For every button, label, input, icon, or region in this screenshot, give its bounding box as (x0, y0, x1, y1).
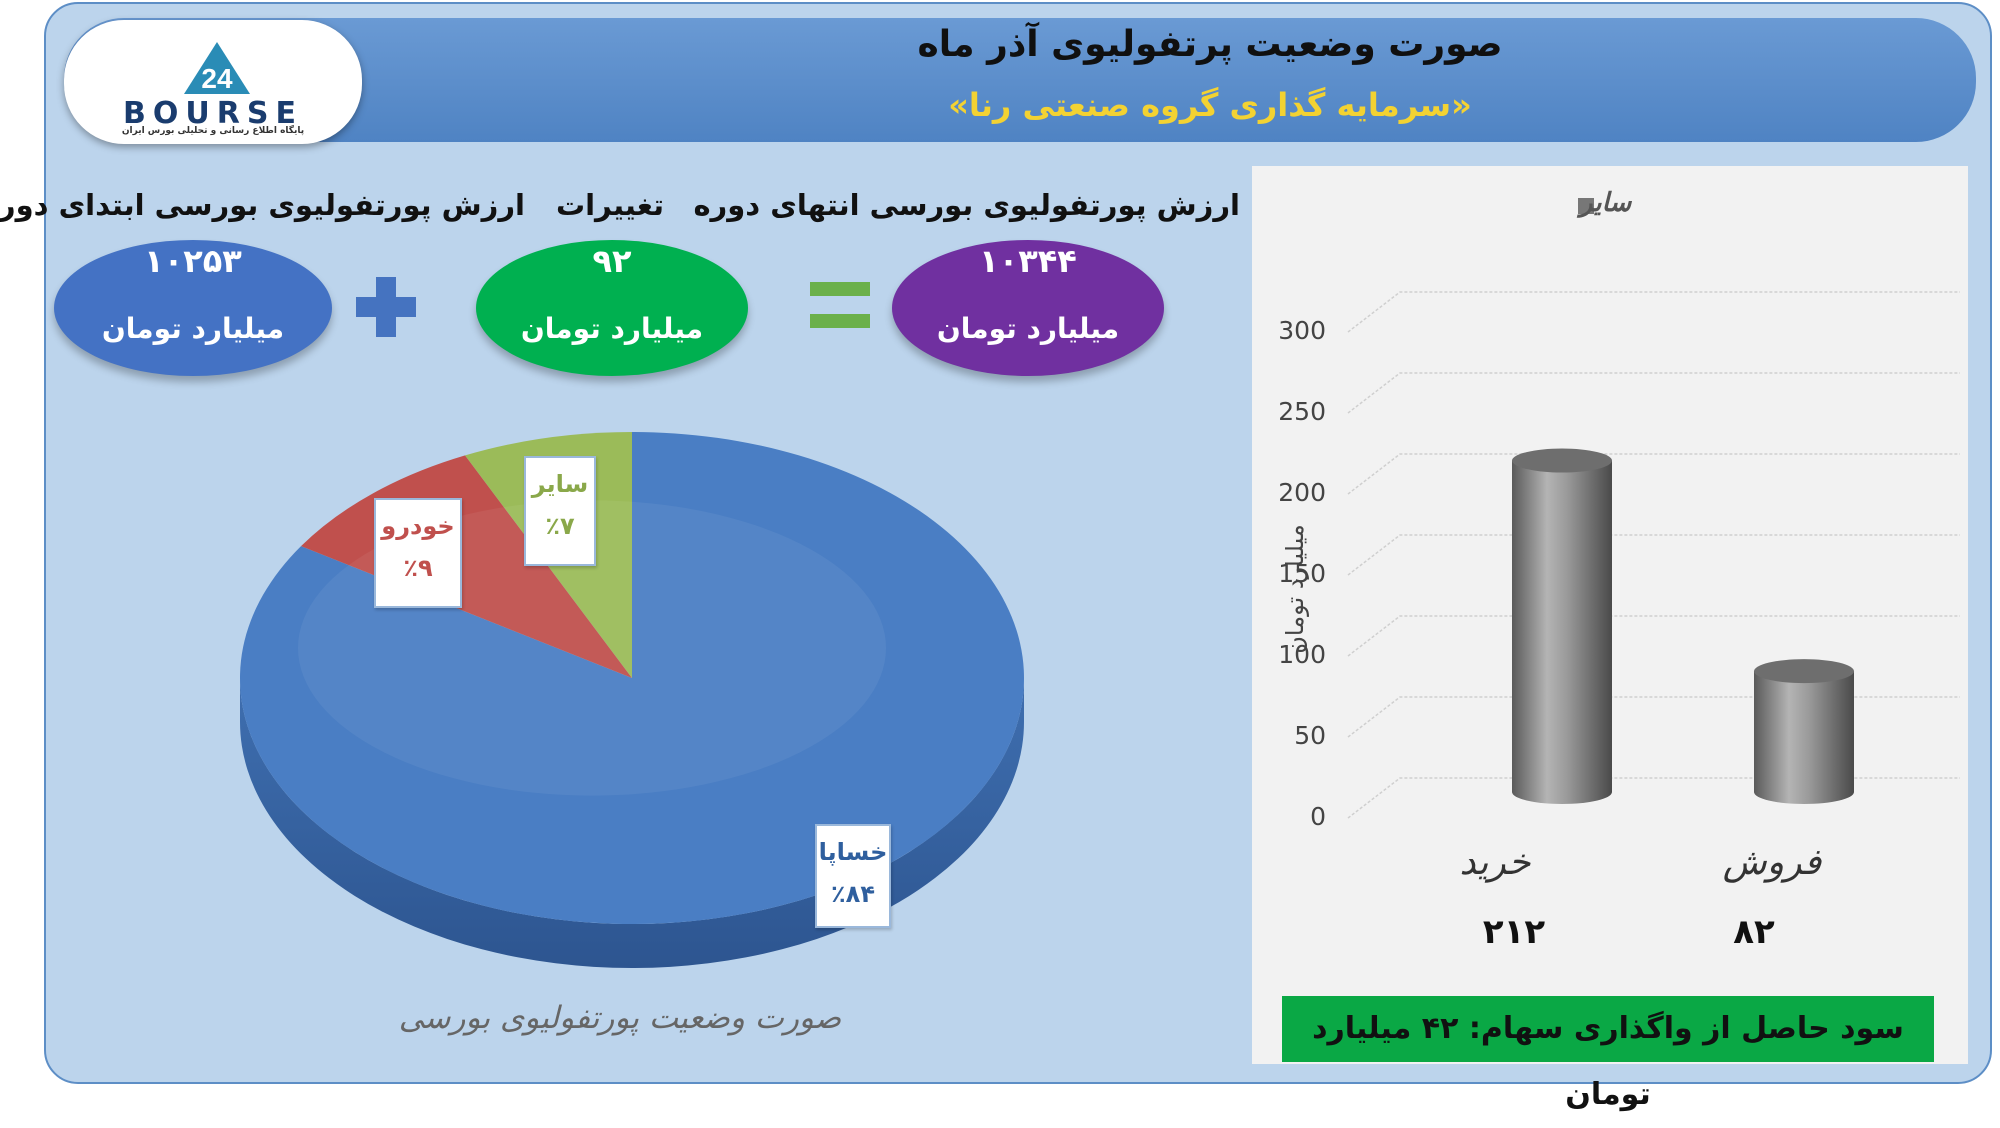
pie-label-khasapa-pct: ٪۸۴ (831, 880, 875, 908)
bar-value-kharid: ۲۱۲ (1482, 912, 1546, 952)
pie-label-sayer: سایر ٪۷ (524, 456, 596, 566)
bar-y-tick: 150 (1278, 559, 1326, 588)
bar-forush (1754, 671, 1854, 804)
pie-label-khasapa: خساپا ٪۸۴ (815, 824, 891, 928)
bar-forush-cap (1754, 659, 1854, 684)
header-banner (64, 18, 1976, 142)
logo-mark-icon: 24 (184, 42, 250, 94)
end-value: ۱۰۳۴۴ (979, 242, 1077, 280)
bar-value-forush: ۸۲ (1733, 912, 1775, 952)
bar-y-tick: 250 (1278, 397, 1326, 426)
bar-y-tick: 0 (1310, 802, 1326, 831)
end-value-unit: میلیارد تومان (936, 312, 1120, 345)
bar-y-tick: 300 (1278, 316, 1326, 345)
equals-icon-lower (810, 314, 870, 328)
bar-kharid-cap (1512, 448, 1612, 473)
pie-label-khodro-name: خودرو (381, 512, 455, 540)
pie-label-khodro: خودرو ٪۹ (374, 498, 462, 608)
bar-gridline (1347, 372, 1960, 414)
bar-chart (1347, 291, 1960, 819)
changes-ellipse: ۹۲ میلیارد تومان (476, 240, 748, 376)
bar-legend-label: سایر (1580, 188, 1632, 218)
bar-kharid (1512, 460, 1612, 804)
bar-gridline (1347, 777, 1960, 819)
bar-gridline (1347, 615, 1960, 657)
logo: 24 BOURSE پایگاه اطلاع رسانی و تحلیلی بو… (64, 20, 362, 144)
bar-y-tick: 50 (1294, 721, 1326, 750)
start-value-unit: میلیارد تومان (101, 312, 285, 345)
profit-banner: سود حاصل از واگذاری سهام: ۴۲ میلیارد توم… (1282, 996, 1934, 1112)
start-value: ۱۰۲۵۳ (144, 242, 242, 280)
legend-swatch (1578, 198, 1594, 214)
pie-label-khodro-pct: ٪۹ (403, 554, 433, 582)
bar-category-kharid: خرید (1459, 842, 1531, 883)
changes-label: تغییرات (555, 188, 665, 222)
changes-unit: میلیارد تومان (520, 312, 704, 345)
end-value-label: ارزش پورتفولیوی بورسی انتهای دوره (693, 188, 1240, 222)
bar-gridline (1347, 696, 1960, 738)
logo-wordmark: BOURSE (123, 96, 303, 131)
page-title: صورت وضعیت پرتفولیوی آذر ماه (917, 24, 1503, 65)
end-value-ellipse: ۱۰۳۴۴ میلیارد تومان (892, 240, 1164, 376)
pie-label-sayer-pct: ٪۷ (545, 512, 575, 540)
plus-icon-vertical (376, 277, 396, 337)
page-subtitle: «سرمایه گذاری گروه صنعتی رنا» (948, 86, 1472, 124)
pie-label-khasapa-name: خساپا (818, 838, 888, 866)
pie-chart-title: صورت وضعیت پورتفولیوی بورسی (398, 1000, 842, 1036)
start-value-label: ارزش پورتفولیوی بورسی ابتدای دوره (0, 188, 525, 222)
bar-gridline (1347, 291, 1960, 333)
bar-y-tick: 100 (1278, 640, 1326, 669)
start-value-ellipse: ۱۰۲۵۳ میلیارد تومان (54, 240, 332, 376)
logo-tagline: پایگاه اطلاع رسانی و تحلیلی بورس ایران (121, 126, 305, 136)
bar-category-forush: فروش (1722, 842, 1822, 883)
bar-gridline (1347, 453, 1960, 495)
changes-value: ۹۲ (592, 242, 632, 280)
pie-slice-khasapa (239, 432, 1024, 924)
logo-number: 24 (201, 63, 233, 94)
bar-y-tick: 200 (1278, 478, 1326, 507)
equals-icon (810, 282, 870, 296)
bar-gridline (1347, 534, 1960, 576)
pie-label-sayer-name: سایر (531, 470, 589, 498)
